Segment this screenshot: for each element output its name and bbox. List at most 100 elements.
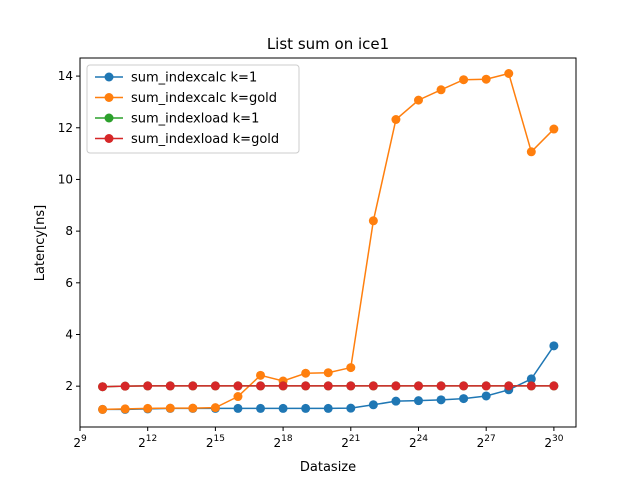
x-tick-exponent: 24	[417, 434, 429, 444]
data-point	[459, 394, 469, 404]
data-point	[143, 381, 153, 391]
data-point	[504, 69, 514, 79]
data-point	[391, 396, 401, 406]
data-point	[233, 403, 243, 413]
data-point	[98, 382, 108, 392]
data-point	[165, 381, 175, 391]
x-tick-base: 2	[206, 436, 214, 450]
x-tick-base: 2	[138, 436, 146, 450]
data-point	[188, 381, 198, 391]
data-point	[233, 392, 243, 402]
data-point	[301, 381, 311, 391]
data-point	[120, 404, 130, 414]
legend-marker	[104, 72, 114, 82]
x-tick-label: 227	[477, 434, 496, 450]
x-axis: 29 212 215 218 221 224 227 230	[73, 427, 564, 450]
data-point	[323, 381, 333, 391]
x-tick-base: 2	[341, 436, 349, 450]
data-point	[120, 381, 130, 391]
data-point	[481, 391, 491, 401]
x-tick-exponent: 30	[552, 434, 564, 444]
series-3	[98, 381, 559, 392]
x-tick-exponent: 21	[349, 434, 360, 444]
x-tick-base: 2	[544, 436, 552, 450]
data-point	[436, 395, 446, 405]
data-point	[459, 75, 469, 85]
data-point	[504, 381, 514, 391]
data-point	[323, 368, 333, 378]
x-axis-label: Datasize	[300, 460, 356, 475]
data-point	[391, 115, 401, 124]
x-tick-exponent: 9	[81, 434, 87, 444]
series-1	[98, 69, 559, 414]
data-point	[368, 216, 378, 226]
y-tick-label: 6	[65, 276, 73, 290]
x-tick-label: 218	[274, 434, 293, 450]
x-tick-label: 212	[138, 434, 157, 450]
series-layer	[98, 69, 559, 414]
y-tick-label: 4	[65, 327, 73, 341]
x-tick-label: 215	[206, 434, 225, 450]
data-point	[368, 400, 378, 410]
legend: sum_indexcalc k=1 sum_indexcalc k=gold sum…	[86, 64, 300, 154]
data-point	[526, 381, 536, 391]
data-point	[346, 363, 356, 373]
y-axis-label: Latency[ns]	[33, 205, 48, 282]
x-tick-base: 2	[274, 436, 282, 450]
legend-item: sum_indexcalc k=1	[95, 71, 257, 86]
x-tick-exponent: 12	[146, 434, 157, 444]
data-point	[413, 95, 423, 105]
y-tick-label: 8	[65, 224, 73, 238]
data-point	[526, 374, 536, 384]
data-point	[413, 381, 423, 391]
x-tick-base: 2	[409, 436, 417, 450]
data-point	[436, 381, 446, 391]
y-tick-label: 2	[65, 379, 73, 393]
data-point	[210, 403, 220, 413]
x-tick-base: 2	[477, 436, 485, 450]
data-point	[346, 381, 356, 391]
data-point	[256, 403, 266, 413]
data-point	[278, 381, 288, 391]
legend-label: sum_indexload k=1	[131, 112, 259, 127]
data-point	[233, 381, 243, 391]
chart-title: List sum on ice1	[267, 35, 389, 53]
x-tick-label: 221	[341, 434, 360, 450]
data-point	[549, 124, 559, 134]
data-point	[256, 381, 266, 391]
data-point	[278, 403, 288, 413]
data-point	[481, 381, 491, 391]
x-tick-label: 230	[544, 434, 563, 450]
legend-label: sum_indexcalc k=1	[131, 71, 257, 86]
data-point	[165, 403, 175, 413]
legend-marker	[104, 93, 114, 102]
data-point	[481, 74, 491, 84]
x-tick-exponent: 15	[213, 434, 224, 444]
x-tick-label: 224	[409, 434, 428, 450]
legend-marker	[104, 134, 114, 143]
data-point	[143, 403, 153, 413]
data-point	[549, 341, 559, 351]
data-point	[368, 381, 378, 391]
y-tick-label: 14	[58, 69, 73, 83]
y-axis: 2 4 6 8 10 12 14	[58, 69, 80, 393]
data-point	[391, 381, 401, 391]
data-point	[436, 85, 446, 95]
data-point	[459, 381, 469, 391]
data-point	[301, 403, 311, 413]
data-point	[188, 403, 198, 413]
legend-item: sum_indexload k=gold	[95, 132, 279, 147]
data-point	[346, 403, 356, 413]
y-tick-label: 12	[58, 121, 73, 135]
data-point	[323, 403, 333, 413]
x-tick-exponent: 18	[281, 434, 293, 444]
x-tick-base: 2	[73, 436, 81, 450]
legend-label: sum_indexload k=gold	[131, 132, 279, 147]
plot-frame	[79, 57, 577, 428]
x-tick-label: 29	[73, 434, 87, 450]
x-tick-exponent: 27	[484, 434, 495, 444]
data-point	[301, 368, 311, 378]
data-point	[549, 381, 559, 391]
legend-label: sum_indexcalc k=gold	[131, 91, 277, 106]
